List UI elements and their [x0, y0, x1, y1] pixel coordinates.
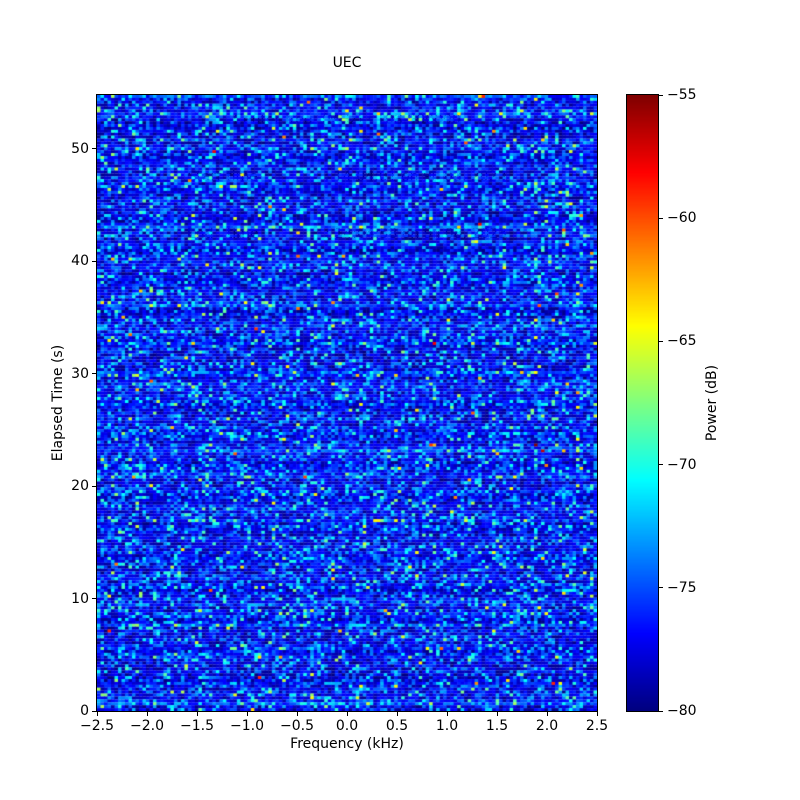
- y-tick-mark: [92, 710, 96, 712]
- x-tick-mark: [346, 712, 348, 716]
- y-tick-label: 0: [80, 703, 89, 719]
- colorbar-tick-label: −80: [667, 703, 697, 719]
- x-tick-label: −1.5: [180, 718, 214, 734]
- spectrogram-plot-area: [96, 94, 598, 712]
- x-tick-label: −0.5: [280, 718, 314, 734]
- colorbar-tick-label: −55: [667, 87, 697, 103]
- y-tick-label: 30: [71, 365, 89, 382]
- x-tick-label: 0.5: [385, 718, 409, 734]
- colorbar-tick-mark: [659, 340, 663, 342]
- colorbar: [626, 94, 659, 712]
- colorbar-tick-mark: [659, 217, 663, 219]
- x-tick-mark: [96, 712, 98, 716]
- x-axis-label: Frequency (kHz): [290, 736, 404, 752]
- x-tick-label: 1.0: [435, 718, 459, 734]
- colorbar-tick-mark: [659, 94, 663, 96]
- x-tick-mark: [496, 712, 498, 716]
- colorbar-tick-mark: [659, 587, 663, 589]
- x-tick-mark: [146, 712, 148, 716]
- x-tick-label: −1.0: [230, 718, 264, 734]
- colorbar-tick-mark: [659, 464, 663, 466]
- x-tick-mark: [296, 712, 298, 716]
- y-tick-label: 50: [71, 140, 89, 157]
- x-tick-label: −2.0: [130, 718, 164, 734]
- x-tick-mark: [396, 712, 398, 716]
- spectrogram-image: [97, 95, 597, 711]
- x-tick-label: 2.5: [585, 718, 609, 734]
- colorbar-tick-label: −75: [667, 579, 697, 596]
- x-tick-label: 1.5: [485, 718, 509, 734]
- y-tick-mark: [92, 598, 96, 600]
- x-tick-mark: [196, 712, 198, 716]
- colorbar-gradient: [627, 95, 658, 711]
- x-tick-mark: [596, 712, 598, 716]
- x-tick-mark: [546, 712, 548, 716]
- y-axis-label: Elapsed Time (s): [50, 344, 66, 462]
- plot-title: UEC: [332, 55, 362, 71]
- y-tick-label: 20: [71, 478, 89, 495]
- x-tick-mark: [446, 712, 448, 716]
- y-tick-label: 40: [71, 253, 89, 270]
- colorbar-tick-label: −70: [667, 456, 697, 473]
- colorbar-tick-mark: [659, 710, 663, 712]
- y-tick-mark: [92, 148, 96, 150]
- colorbar-label: Power (dB): [704, 364, 720, 442]
- y-tick-mark: [92, 260, 96, 262]
- colorbar-tick-label: −60: [667, 210, 697, 227]
- y-tick-mark: [92, 485, 96, 487]
- x-tick-label: 2.0: [535, 718, 559, 734]
- colorbar-tick-label: −65: [667, 333, 697, 350]
- x-tick-mark: [246, 712, 248, 716]
- y-tick-label: 10: [71, 590, 89, 607]
- x-tick-label: −2.5: [80, 718, 114, 734]
- y-tick-mark: [92, 373, 96, 375]
- x-tick-label: 0.0: [335, 718, 359, 734]
